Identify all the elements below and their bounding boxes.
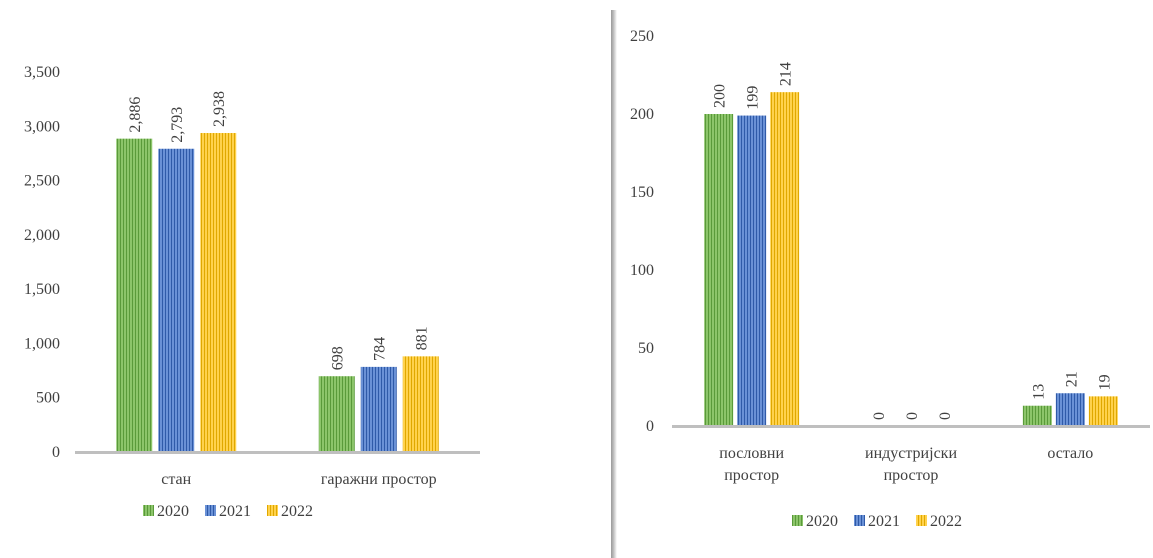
x-category-label: пословни xyxy=(719,445,784,462)
y-tick-label: 50 xyxy=(638,340,654,357)
data-label: 0 xyxy=(871,412,888,420)
legend-label-2021: 2021 xyxy=(219,503,251,520)
x-category-label: простор xyxy=(724,467,779,484)
data-label: 200 xyxy=(712,84,729,108)
data-label: 2,886 xyxy=(127,97,144,133)
legend-swatch-2021 xyxy=(854,515,865,526)
data-label: 19 xyxy=(1096,374,1113,390)
y-tick-label: 100 xyxy=(630,262,654,279)
legend-swatch-2020 xyxy=(143,505,154,516)
data-label: 0 xyxy=(937,412,954,420)
data-label: 2,793 xyxy=(169,107,186,143)
data-label: 881 xyxy=(414,326,431,350)
legend-label-2021: 2021 xyxy=(868,513,900,530)
chart-commercial: 0 50 100 150 200 250 200 199 214 пословни простор 0… xyxy=(630,28,1150,530)
bar-2022 xyxy=(402,356,439,452)
data-label: 0 xyxy=(904,412,921,420)
x-category-label: гаражни простор xyxy=(321,471,437,488)
legend-label-2020: 2020 xyxy=(157,503,189,520)
bar-2020 xyxy=(704,114,734,426)
legend-label-2022: 2022 xyxy=(930,513,962,530)
data-label: 784 xyxy=(372,337,389,361)
y-tick-label: 0 xyxy=(52,444,60,461)
y-tick-label: 3,500 xyxy=(24,64,60,81)
panel-divider xyxy=(611,10,617,558)
y-tick-label: 200 xyxy=(630,106,654,123)
y-tick-label: 3,000 xyxy=(24,118,60,135)
bar-2021 xyxy=(360,366,397,452)
legend-label-2022: 2022 xyxy=(281,503,313,520)
bar-2022 xyxy=(200,133,237,452)
bar-2021 xyxy=(158,148,195,452)
y-tick-label: 0 xyxy=(646,418,654,435)
legend-swatch-2021 xyxy=(205,505,216,516)
y-tick-label: 2,000 xyxy=(24,227,60,244)
bar-2020 xyxy=(116,138,153,453)
data-label: 21 xyxy=(1063,371,1080,387)
y-tick-label: 2,500 xyxy=(24,173,60,190)
bar-2020 xyxy=(1022,405,1052,426)
data-label: 698 xyxy=(330,346,347,370)
bar-2022 xyxy=(1088,396,1118,426)
data-label: 2,938 xyxy=(211,91,228,127)
legend-swatch-2022 xyxy=(916,515,927,526)
bar-2020 xyxy=(318,376,355,452)
bar-2022 xyxy=(770,92,800,426)
y-tick-label: 500 xyxy=(36,390,60,407)
bar-2021 xyxy=(1055,393,1085,426)
chart-residential: 0 500 1,000 1,500 2,000 2,500 3,000 3,500 2,886 2… xyxy=(24,64,480,520)
x-category-label: стан xyxy=(161,471,191,488)
data-label: 13 xyxy=(1030,384,1047,400)
x-category-label: остало xyxy=(1047,445,1093,462)
x-category-label: простор xyxy=(884,467,939,484)
data-label: 214 xyxy=(778,62,795,86)
legend-swatch-2022 xyxy=(267,505,278,516)
y-tick-label: 1,500 xyxy=(24,281,60,298)
x-category-label: индустријски xyxy=(865,445,957,462)
y-tick-label: 1,000 xyxy=(24,335,60,352)
bar-2021 xyxy=(737,115,767,426)
y-tick-label: 250 xyxy=(630,28,654,45)
y-tick-label: 150 xyxy=(630,184,654,201)
data-label: 199 xyxy=(745,86,762,110)
legend-label-2020: 2020 xyxy=(806,513,838,530)
legend-swatch-2020 xyxy=(792,515,803,526)
